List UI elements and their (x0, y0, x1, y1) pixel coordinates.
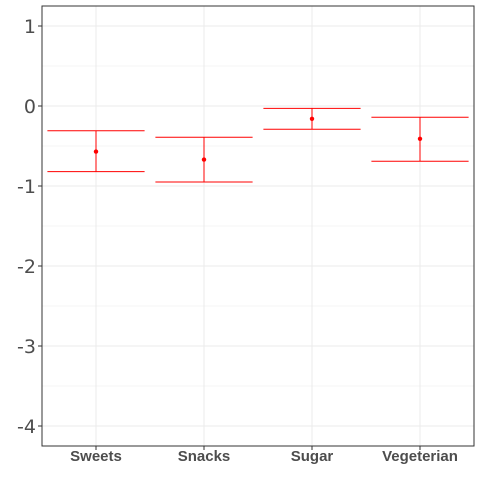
data-point (94, 149, 98, 153)
y-tick-label: -3 (17, 336, 36, 358)
y-tick-label: -2 (17, 256, 36, 278)
y-tick-label: -4 (17, 416, 36, 438)
x-tick-label: Sweets (70, 448, 122, 465)
x-tick-label: Vegeterian (382, 448, 458, 465)
y-tick-label: 0 (24, 96, 36, 118)
data-point (202, 157, 206, 161)
x-tick-label: Snacks (178, 448, 231, 465)
x-tick-label: Sugar (291, 448, 334, 465)
y-tick-label: -1 (17, 176, 36, 198)
data-point (310, 117, 314, 121)
y-tick-label: 1 (24, 16, 36, 38)
data-point (418, 137, 422, 141)
